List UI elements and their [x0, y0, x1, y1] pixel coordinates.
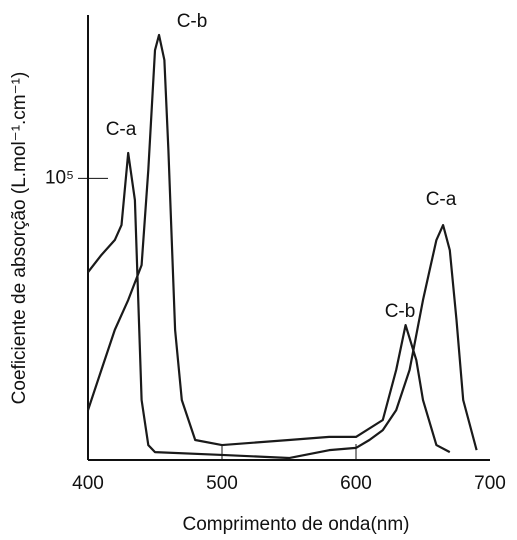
curve [87, 151, 478, 460]
x-tick-label: 500 [206, 473, 238, 494]
curve-label: C-a [426, 189, 457, 210]
x-axis-label: Comprimento de onda(nm) [182, 514, 409, 535]
curve-label: C-b [177, 11, 208, 32]
x-tick-label: 400 [72, 473, 104, 494]
curve [86, 33, 451, 454]
x-tick-label: 600 [340, 473, 372, 494]
y-axis-label: Coeficiente de absorção (L.mol⁻¹.cm⁻¹) [9, 72, 30, 405]
curve-label: C-b [385, 301, 416, 322]
y-tick-label: 10⁵ [45, 167, 74, 188]
curve-label: C-a [106, 119, 137, 140]
x-tick-label: 700 [474, 473, 506, 494]
